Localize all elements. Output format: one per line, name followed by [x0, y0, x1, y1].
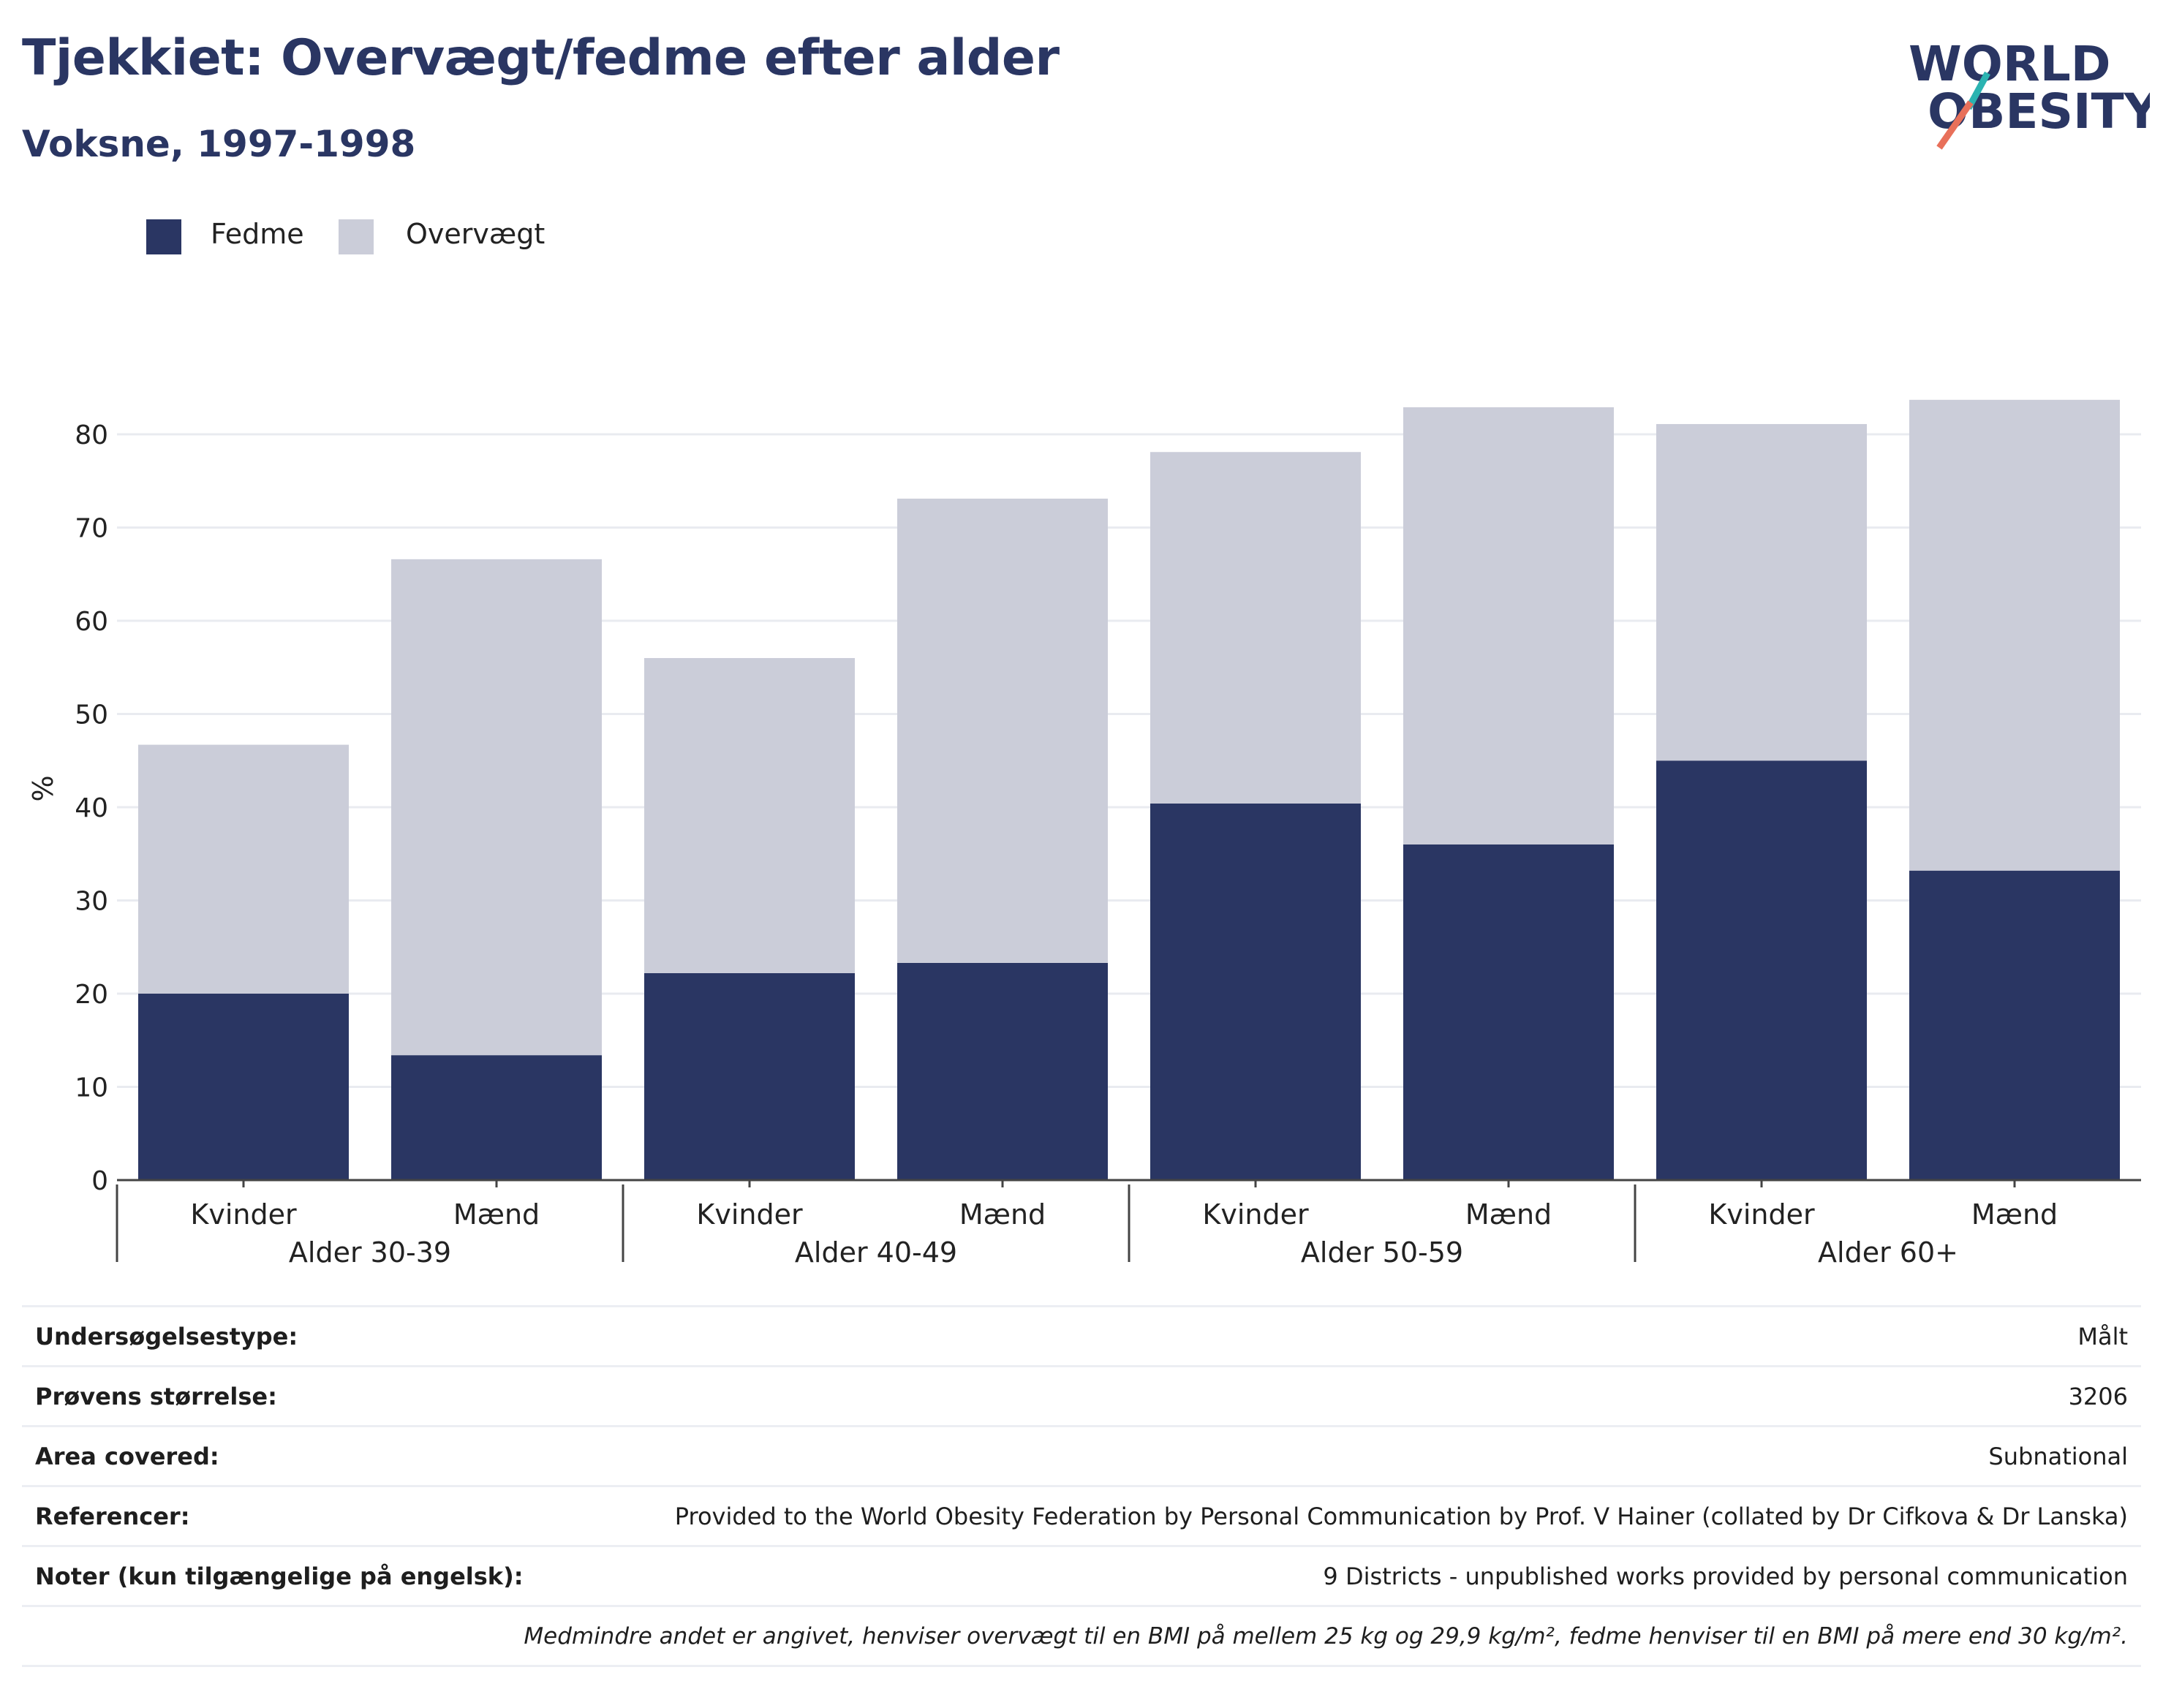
logo-slash-coral — [1936, 100, 1974, 150]
y-tick-label: 30 — [75, 887, 108, 917]
x-category-label: Kvinder — [190, 1198, 297, 1231]
bar-fedme — [644, 972, 855, 1180]
bar-fedme — [1403, 844, 1614, 1180]
info-row: Referencer: Provided to the World Obesity… — [22, 1486, 2141, 1546]
x-category-label: Kvinder — [1708, 1198, 1815, 1231]
bar-fedme — [1909, 870, 2120, 1180]
stacked-bar-chart: 0 10 20 30 40 50 60 70 80% Kvinder Mænd Kvinder Mænd… — [27, 399, 2141, 1269]
bar-fedme — [391, 1055, 602, 1180]
bar-overvaegt — [391, 559, 602, 1056]
y-tick-label: 20 — [75, 980, 108, 1010]
bar-fedme — [138, 994, 349, 1180]
y-tick-label: 70 — [75, 514, 108, 544]
y-tick-label: 10 — [75, 1073, 108, 1103]
logo-slash-teal — [1966, 71, 1990, 110]
page-title: Tjekkiet: Overvægt/fedme efter alder — [22, 29, 1060, 87]
bar-overvaegt — [1150, 452, 1361, 804]
info-row: Prøvens størrelse: 3206 — [22, 1366, 2141, 1427]
info-row: Area covered: Subnational — [22, 1426, 2141, 1486]
x-category-label: Mænd — [1971, 1198, 2058, 1231]
y-axis-label: % — [27, 775, 59, 801]
x-group-label: Alder 50-59 — [1301, 1236, 1463, 1269]
world-obesity-logo: WORLD OBESITY — [1909, 22, 2160, 154]
bar-fedme — [1656, 760, 1867, 1180]
info-value: 9 Districts - unpublished works provided… — [1323, 1562, 2128, 1590]
y-tick-label: 0 — [91, 1166, 108, 1196]
x-group-label: Alder 30-39 — [289, 1236, 451, 1269]
bmi-footnote: Medmindre andet er angivet, henviser ove… — [524, 1622, 2128, 1650]
x-category-label: Kvinder — [1202, 1198, 1309, 1231]
legend-swatch-overvaegt — [339, 219, 374, 254]
x-group-label: Alder 60+ — [1818, 1236, 1958, 1269]
bar-overvaegt — [1656, 423, 1867, 761]
bar-overvaegt — [644, 658, 855, 973]
y-tick-label: 80 — [75, 420, 108, 450]
info-value: Målt — [2077, 1322, 2128, 1350]
y-tick-label: 60 — [75, 607, 108, 637]
bar-overvaegt — [138, 744, 349, 994]
info-label: Referencer: — [35, 1502, 190, 1530]
info-row: Undersøgelsestype: Målt — [22, 1306, 2141, 1367]
legend-swatch-fedme — [146, 219, 181, 254]
x-category-label: Mænd — [453, 1198, 540, 1231]
x-group-label: Alder 40-49 — [795, 1236, 957, 1269]
bar-overvaegt — [1403, 407, 1614, 844]
y-tick-label: 40 — [75, 793, 108, 823]
info-value: 3206 — [2068, 1382, 2128, 1410]
x-category-label: Mænd — [959, 1198, 1046, 1231]
info-label: Prøvens størrelse: — [35, 1382, 277, 1410]
bar-overvaegt — [1909, 399, 2120, 871]
survey-info-table: Undersøgelsestype: Målt Prøvens størrelse:… — [22, 1305, 2141, 1667]
logo-line1: WORLD — [1909, 36, 2111, 92]
info-label: Area covered: — [35, 1442, 219, 1470]
info-label: Undersøgelsestype: — [35, 1322, 298, 1350]
info-row: Noter (kun tilgængelige på engelsk): 9 Di… — [22, 1546, 2141, 1606]
info-value: Subnational — [1988, 1442, 2128, 1470]
x-category-label: Kvinder — [696, 1198, 803, 1231]
x-category-label: Mænd — [1465, 1198, 1552, 1231]
bar-fedme — [897, 962, 1108, 1180]
bar-fedme — [1150, 803, 1361, 1180]
legend-label-fedme: Fedme — [211, 218, 304, 250]
info-footnote-row: Medmindre andet er angivet, henviser ove… — [22, 1606, 2141, 1666]
bar-overvaegt — [897, 498, 1108, 963]
page-subtitle: Voksne, 1997-1998 — [22, 123, 416, 165]
legend-label-overvaegt: Overvægt — [406, 218, 546, 250]
info-label: Noter (kun tilgængelige på engelsk): — [35, 1562, 524, 1590]
y-tick-label: 50 — [75, 700, 108, 730]
info-value: Provided to the World Obesity Federation… — [674, 1502, 2128, 1530]
